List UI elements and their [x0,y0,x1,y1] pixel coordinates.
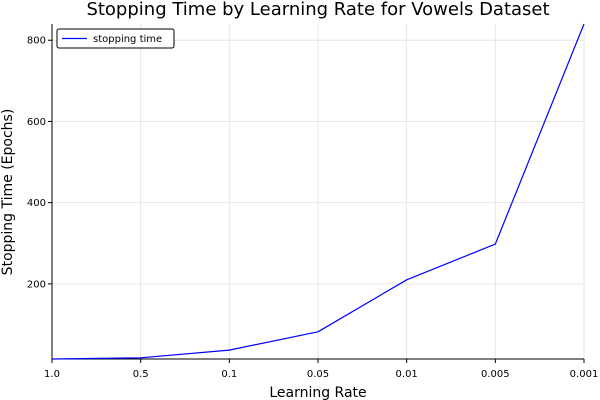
legend-label: stopping time [93,34,162,45]
x-ticks: 1.0 0.5 0.1 0.05 0.01 0.005 0.001 [44,359,598,380]
y-tick-label: 800 [27,36,46,47]
x-tick-label: 0.01 [396,369,418,380]
x-tick-label: 1.0 [44,369,60,380]
x-tick-label: 0.05 [307,369,329,380]
x-tick-label: 0.005 [481,369,510,380]
y-tick-label: 600 [27,117,46,128]
y-ticks: 200 400 600 800 [27,36,52,290]
grid [51,24,585,359]
x-tick-label: 0.1 [221,369,237,380]
series-line-stopping-time [51,23,585,360]
legend: stopping time [56,28,175,49]
legend-box [56,28,175,49]
y-axis-label: Stopping Time (Epochs) [0,109,16,276]
x-tick-label: 0.5 [133,369,149,380]
y-tick-label: 200 [27,279,46,290]
y-tick-label: 400 [27,198,46,209]
x-axis-label: Learning Rate [269,385,366,400]
series [51,23,585,360]
x-tick-label: 0.001 [570,369,599,380]
chart-title: Stopping Time by Learning Rate for Vowel… [86,0,549,20]
